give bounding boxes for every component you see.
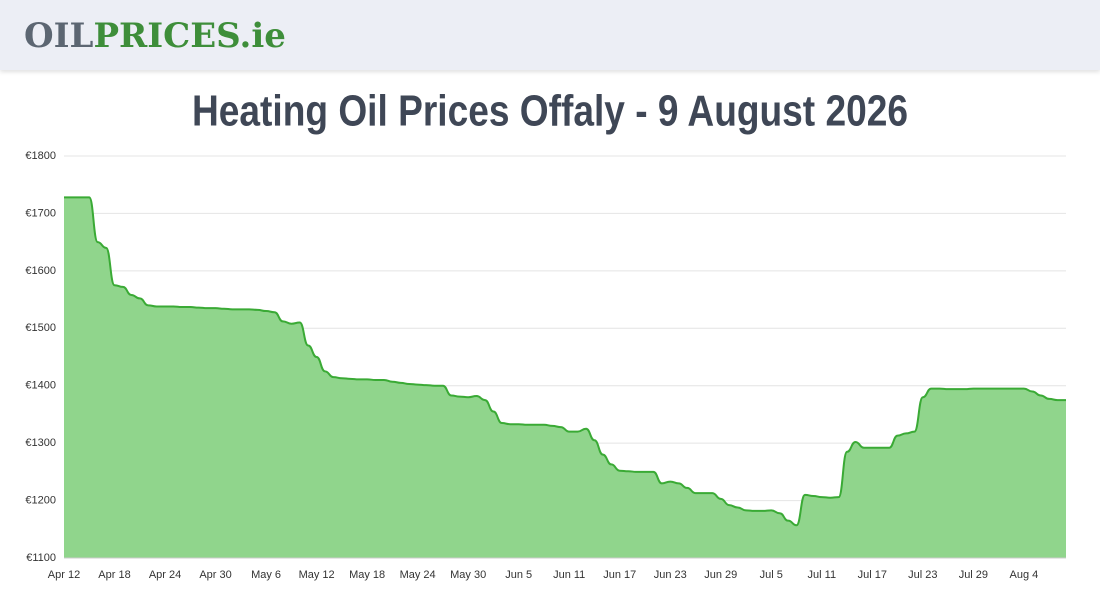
y-tick-label: €1700 — [25, 207, 56, 219]
x-tick-label: May 24 — [400, 569, 436, 581]
x-tick-label: May 30 — [450, 569, 486, 581]
x-tick-label: Apr 12 — [48, 569, 80, 581]
y-tick-label: €1200 — [25, 494, 56, 506]
y-tick-label: €1400 — [25, 380, 56, 392]
x-tick-label: Jul 5 — [760, 569, 783, 581]
x-tick-label: May 18 — [349, 569, 385, 581]
y-tick-label: €1600 — [25, 265, 56, 277]
header-bar — [0, 0, 1100, 70]
price-line — [63, 196, 1066, 527]
y-tick-label: €1100 — [26, 552, 56, 564]
x-tick-label: Jun 11 — [553, 569, 585, 581]
x-tick-label: Jul 29 — [959, 569, 988, 581]
x-tick-label: Jul 23 — [908, 569, 937, 581]
y-tick-label: €1300 — [25, 437, 56, 449]
x-tick-label: Jun 5 — [505, 569, 532, 581]
x-tick-label: Jun 23 — [654, 569, 687, 581]
logo-dark: OIL — [24, 16, 94, 56]
y-tick-label: €1800 — [25, 150, 56, 162]
x-tick-label: Apr 30 — [199, 569, 231, 581]
x-tick-label: Jul 17 — [858, 569, 887, 581]
x-tick-label: Jul 11 — [808, 569, 837, 581]
x-tick-label: May 12 — [299, 569, 335, 581]
logo-green: PRICES.ie — [93, 16, 285, 56]
x-tick-label: Jun 17 — [603, 569, 636, 581]
area-fill — [64, 197, 1066, 558]
x-tick-label: Apr 24 — [149, 569, 181, 581]
x-tick-label: Aug 4 — [1010, 569, 1039, 581]
x-tick-label: Jun 29 — [704, 569, 737, 581]
y-tick-label: €1500 — [25, 322, 56, 334]
logo[interactable]: OILPRICES.ie — [24, 16, 286, 56]
x-tick-label: May 6 — [251, 569, 281, 581]
chart-title: Heating Oil Prices Offaly - 9 August 202… — [192, 87, 908, 136]
x-tick-label: Apr 18 — [98, 569, 130, 581]
